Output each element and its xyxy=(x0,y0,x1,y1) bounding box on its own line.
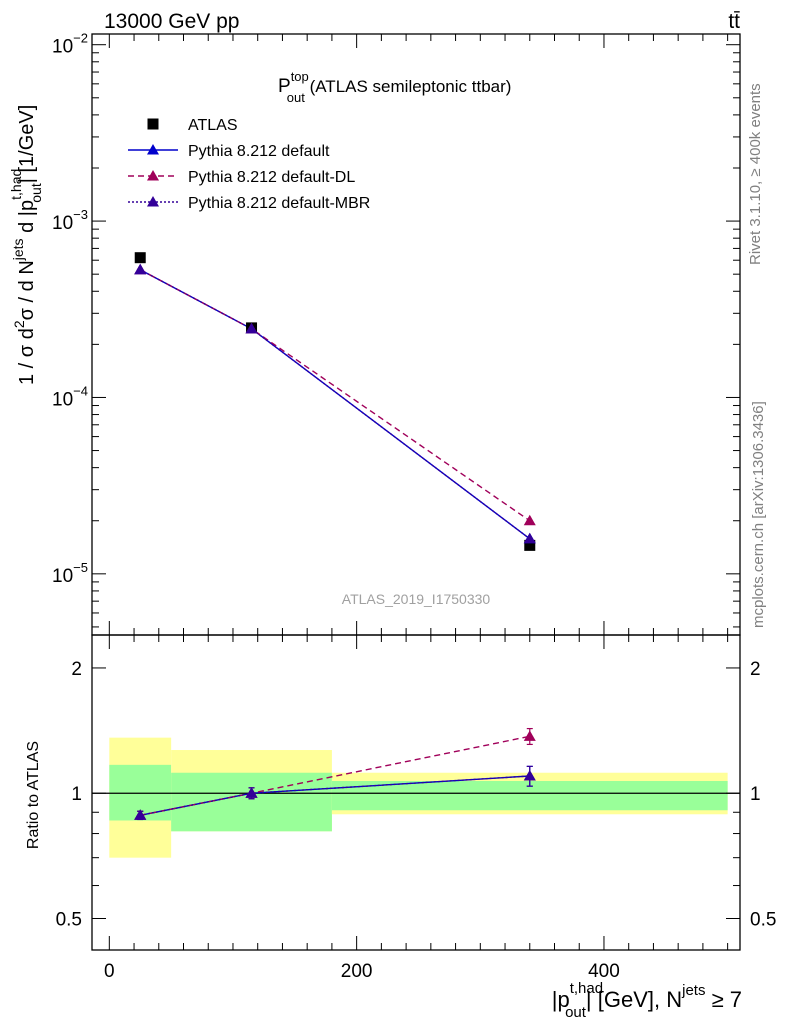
main-line-default_dl xyxy=(139,269,531,522)
main-title: Ptop out (ATLAS semileptonic ttbar) xyxy=(278,69,511,105)
ratio-axes: 0.5 0.5 1 1 2 2 0 200 400 xyxy=(56,634,776,982)
mcplots-label: mcplots.cern.ch [arXiv:1306.3436] xyxy=(750,401,767,628)
energy-label: 13000 GeV pp xyxy=(104,10,239,33)
main-point-default_mbr xyxy=(523,532,536,544)
ratio-band-inner xyxy=(171,772,332,832)
main-point-atlas xyxy=(524,539,536,551)
main-point-atlas xyxy=(134,252,146,264)
main-point-default_mbr xyxy=(134,263,147,275)
main-y-tick-label: 10−3 xyxy=(52,207,88,234)
x-tick-label: 400 xyxy=(588,961,620,982)
main-title-subscript: out xyxy=(287,90,305,105)
legend-label-default-mbr: Pythia 8.212 default-MBR xyxy=(188,195,370,212)
ratio-y-axis-label: Ratio to ATLAS xyxy=(25,741,42,849)
main-title-symbol: P xyxy=(278,76,291,97)
rivet-label: Rivet 3.1.10, ≥ 400k events xyxy=(747,83,764,265)
main-y-tick-label: 10−2 xyxy=(52,31,88,58)
main-y-tick-label: 10−4 xyxy=(52,383,88,410)
ratio-frame xyxy=(91,634,741,951)
legend-marker-default_dl xyxy=(147,170,159,181)
main-point-default_mbr xyxy=(245,322,258,334)
x-tick-label: 200 xyxy=(341,961,373,982)
ratio-y-tick-label: 2 xyxy=(71,659,82,680)
legend-label-atlas: ATLAS xyxy=(188,117,238,134)
legend-marker-default_mbr xyxy=(147,196,159,207)
ratio-point-default_mbr xyxy=(523,769,536,781)
ratio-series-markers xyxy=(134,727,536,821)
legend-label-default: Pythia 8.212 default xyxy=(188,143,330,160)
legend-marker-default xyxy=(147,144,159,155)
main-point-default_dl xyxy=(523,514,536,526)
legend: ATLAS Pythia 8.212 default Pythia 8.212 … xyxy=(128,117,370,212)
analysis-watermark: ATLAS_2019_I1750330 xyxy=(342,591,491,607)
ratio-y-tick-label: 1 xyxy=(71,784,82,805)
x-tick-label: 0 xyxy=(104,961,115,982)
ratio-y-tick-label-right: 1 xyxy=(750,784,761,805)
legend-label-default-dl: Pythia 8.212 default-DL xyxy=(188,169,355,186)
legend-marker-atlas xyxy=(147,118,159,130)
main-series-markers xyxy=(134,252,536,551)
ratio-y-tick-label-right: 2 xyxy=(750,659,761,680)
ratio-point-default_mbr xyxy=(245,787,258,798)
ratio-y-tick-label-right: 0.5 xyxy=(750,909,776,930)
ratio-point-default_dl xyxy=(523,730,536,741)
process-label: tt̄ xyxy=(728,10,740,33)
main-title-rest: (ATLAS semileptonic ttbar) xyxy=(305,77,512,96)
main-title-superscript: top xyxy=(291,69,309,84)
main-y-tick-label: 10−5 xyxy=(52,560,88,587)
ratio-y-tick-label: 0.5 xyxy=(56,909,82,930)
ratio-point-default_mbr xyxy=(134,809,147,820)
